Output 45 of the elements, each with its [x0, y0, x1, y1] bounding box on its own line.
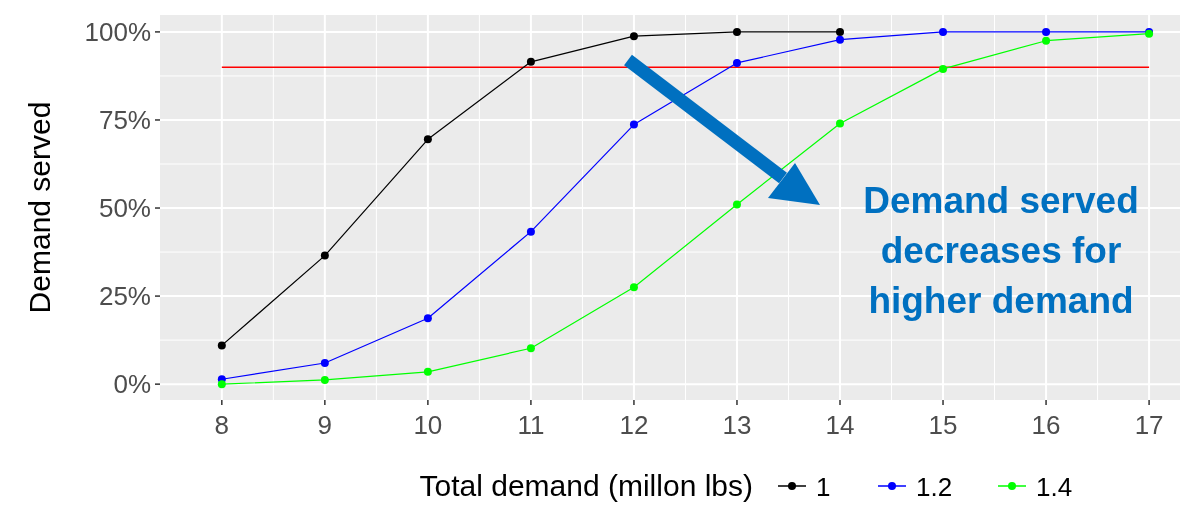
- y-tick-label: 25%: [98, 281, 151, 312]
- point: [939, 27, 948, 36]
- point: [629, 32, 638, 41]
- point: [320, 359, 329, 368]
- y-tick-label: 50%: [98, 193, 151, 224]
- x-tick-label: 15: [928, 410, 958, 440]
- x-tick-label: 17: [1134, 410, 1164, 440]
- point: [526, 227, 535, 236]
- point: [320, 375, 329, 384]
- point: [423, 135, 432, 144]
- x-tick-label: 16: [1031, 410, 1061, 440]
- point: [526, 344, 535, 353]
- point: [629, 283, 638, 292]
- x-tick-label: 8: [214, 410, 230, 440]
- point: [939, 64, 948, 73]
- point: [526, 57, 535, 66]
- y-tick-label: 0%: [113, 369, 151, 400]
- point: [836, 35, 844, 44]
- x-tick-label: 12: [619, 410, 649, 440]
- x-tick-label: 11: [517, 410, 545, 440]
- y-axis-title: Demand served: [23, 101, 56, 314]
- legend-label: 1.4: [1036, 472, 1073, 502]
- annotation: Demand served decreases for higher demand: [863, 180, 1139, 321]
- point: [629, 120, 638, 129]
- point: [732, 27, 741, 36]
- x-axis-title: Total demand (millon lbs): [419, 469, 753, 502]
- legend-label: 1.2: [916, 472, 953, 502]
- x-tick-label: 13: [722, 410, 752, 440]
- legend-label: 1: [816, 472, 831, 502]
- point: [217, 341, 226, 350]
- y-tick-label: 100%: [84, 17, 151, 48]
- point: [217, 380, 226, 389]
- point: [1042, 36, 1051, 45]
- point: [732, 58, 741, 67]
- y-tick-label: 75%: [98, 105, 151, 136]
- x-tick-label: 14: [825, 410, 855, 440]
- x-tick-label: 9: [317, 410, 333, 440]
- point: [423, 314, 432, 323]
- point: [732, 200, 741, 209]
- point: [423, 367, 432, 376]
- point: [320, 251, 329, 260]
- point: [836, 119, 844, 128]
- point: [1042, 27, 1051, 36]
- x-tick-label: 10: [413, 410, 443, 440]
- point: [836, 27, 844, 36]
